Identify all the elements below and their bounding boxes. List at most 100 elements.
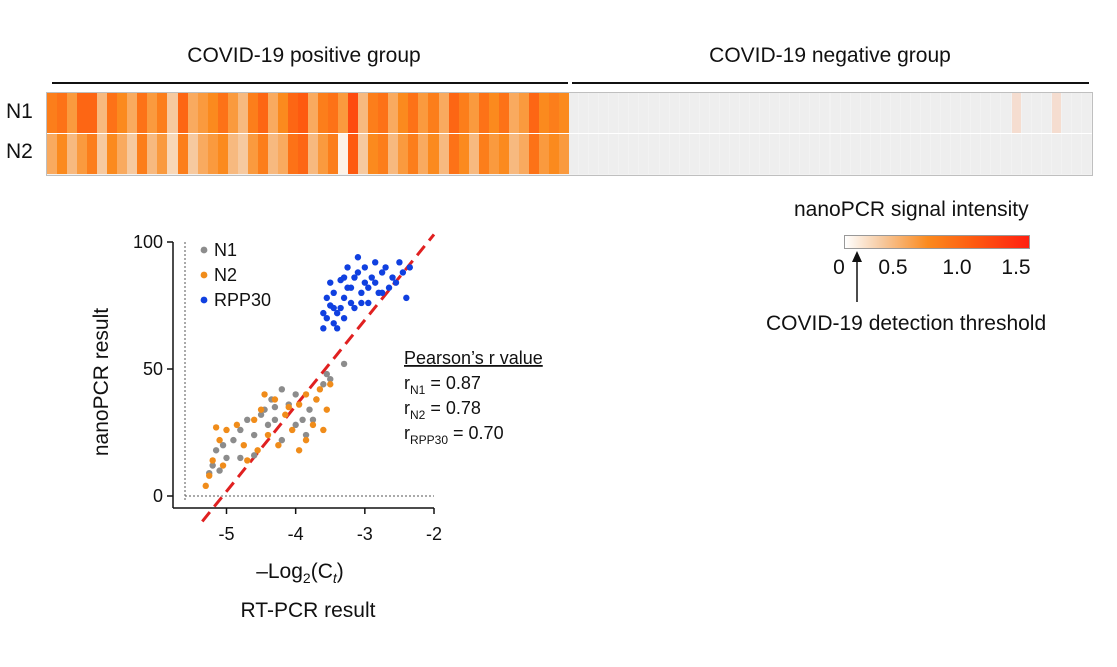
heatmap-cell — [237, 93, 249, 133]
data-point-rpp30 — [323, 294, 330, 302]
data-point-rpp30 — [330, 289, 337, 296]
heatmap-cell — [97, 93, 108, 133]
heatmap-cell — [921, 93, 931, 133]
heatmap-cell — [750, 93, 760, 133]
data-point-n2 — [209, 457, 216, 464]
heatmap-cell — [589, 93, 599, 133]
heatmap-cell — [669, 134, 679, 174]
legend-label-n1: N1 — [214, 240, 237, 260]
data-point-n2 — [216, 436, 223, 444]
heatmap-cell — [358, 93, 369, 133]
heatmap-cell — [569, 93, 579, 133]
heatmap-cell — [488, 134, 500, 174]
heatmap-cell — [77, 134, 88, 174]
legend-marker-n2 — [200, 271, 208, 279]
heatmap-cell — [328, 93, 339, 133]
heatmap-cell — [558, 134, 570, 174]
heatmap-cell — [1071, 134, 1081, 174]
data-point-n1 — [299, 416, 306, 423]
data-point-n2 — [223, 426, 230, 434]
heatmap-cell — [1041, 93, 1051, 133]
heatmap-cell — [890, 134, 900, 174]
heatmap-cell — [368, 93, 379, 133]
data-point-rpp30 — [340, 294, 348, 302]
data-point-n2 — [271, 396, 279, 403]
heatmap-cell — [1021, 93, 1031, 133]
pearson-title: Pearson’s r value — [404, 348, 543, 368]
heatmap-cell — [338, 134, 349, 174]
heatmap-cell — [297, 93, 309, 133]
heatmap-cell — [548, 93, 560, 133]
row-label-n2: N2 — [6, 140, 33, 163]
heatmap-cell — [308, 93, 319, 133]
heatmap-cell — [57, 134, 68, 174]
data-point-rpp30 — [340, 274, 348, 281]
data-point-n1 — [306, 406, 313, 413]
heatmap-cell — [378, 134, 389, 174]
heatmap-cell — [810, 134, 820, 174]
y-axis-label: nanoPCR result — [90, 308, 113, 456]
heatmap-cell — [860, 93, 870, 133]
data-point-n2 — [233, 421, 241, 429]
data-point-n1 — [271, 416, 279, 423]
data-point-n1 — [309, 416, 317, 423]
heatmap-cell — [910, 134, 920, 174]
heatmap-cell — [770, 134, 780, 174]
heatmap-cell — [991, 134, 1001, 174]
heatmap-cell — [1011, 134, 1021, 174]
heatmap-cell — [1001, 93, 1011, 133]
heatmap-cell — [378, 93, 389, 133]
heatmap-cell — [1051, 93, 1061, 133]
fit-line — [201, 233, 436, 523]
data-point-rpp30 — [351, 274, 358, 281]
heatmap-row-divider — [47, 133, 1092, 134]
heatmap-cell — [1051, 134, 1061, 174]
heatmap-cell — [458, 134, 470, 174]
heatmap-cell — [157, 134, 168, 174]
x-tick-label: -2 — [426, 524, 442, 544]
heatmap-cell — [468, 134, 480, 174]
heatmap-cell — [318, 134, 329, 174]
heatmap-cell — [900, 93, 910, 133]
heatmap-cell — [438, 93, 450, 133]
heatmap-cell — [609, 134, 619, 174]
heatmap-cell — [488, 93, 500, 133]
legend-marker-n1 — [200, 246, 208, 254]
data-point-rpp30 — [406, 264, 413, 271]
data-point-rpp30 — [396, 259, 403, 266]
heatmap-cell — [237, 134, 249, 174]
data-point-n1 — [244, 416, 251, 423]
data-point-rpp30 — [361, 264, 369, 271]
heatmap-cell — [569, 134, 579, 174]
heatmap-cell — [408, 134, 419, 174]
data-point-n2 — [285, 403, 292, 411]
legend-marker-rpp30 — [200, 296, 208, 304]
heatmap-cell — [67, 93, 78, 133]
heatmap-cell — [981, 93, 991, 133]
heatmap-cell — [1021, 134, 1031, 174]
heatmap-cell — [77, 93, 88, 133]
heatmap-cell — [780, 134, 790, 174]
heatmap-cell — [609, 93, 619, 133]
heatmap-cell — [287, 134, 299, 174]
heatmap-cell — [227, 93, 239, 133]
data-point-n1 — [302, 431, 310, 439]
data-point-rpp30 — [389, 274, 396, 281]
data-point-rpp30 — [320, 325, 327, 332]
data-point-rpp30 — [340, 315, 348, 322]
heatmap-cell — [47, 93, 58, 133]
colorbar-tick-1-5: 1.5 — [1001, 256, 1031, 279]
heatmap-cell — [910, 93, 920, 133]
heatmap-cell — [830, 93, 840, 133]
heatmap-cell — [217, 93, 229, 133]
data-point-n1 — [219, 442, 227, 449]
heatmap-cell — [247, 134, 259, 174]
heatmap-cell — [729, 134, 739, 174]
heatmap-cell — [729, 93, 739, 133]
heatmap-cell — [961, 93, 971, 133]
data-point-n2 — [320, 426, 327, 434]
negative-group-title: COVID-19 negative group — [709, 44, 951, 67]
heatmap-cell — [528, 93, 540, 133]
heatmap-cell — [338, 93, 349, 133]
